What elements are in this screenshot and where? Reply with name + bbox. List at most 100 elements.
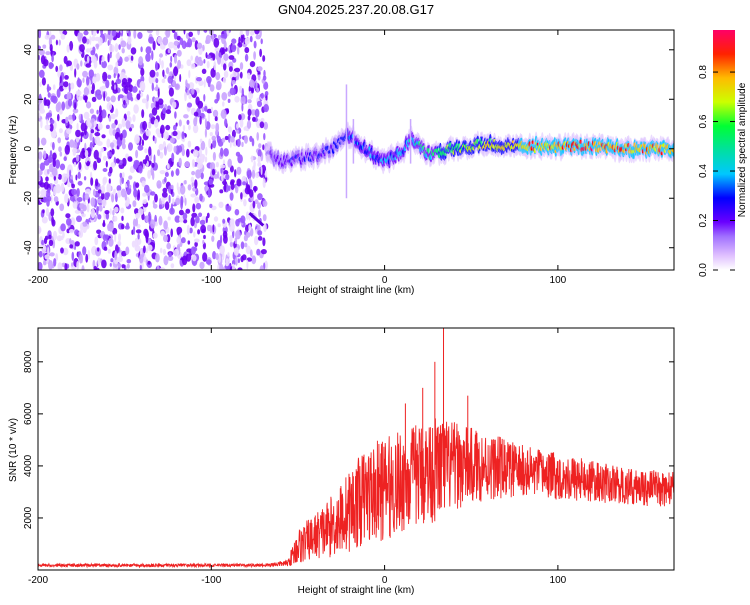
noise-speckle bbox=[137, 144, 144, 151]
noise-speckle bbox=[205, 216, 208, 224]
noise-speckle bbox=[208, 30, 212, 35]
noise-speckle bbox=[172, 101, 177, 109]
noise-speckle bbox=[186, 59, 192, 67]
noise-speckle bbox=[50, 194, 53, 203]
x-tick-label: -100 bbox=[201, 275, 221, 286]
noise-speckle bbox=[229, 165, 234, 173]
noise-speckle bbox=[93, 149, 100, 160]
noise-speckle bbox=[158, 57, 162, 66]
noise-speckle bbox=[69, 139, 75, 148]
noise-speckle bbox=[52, 157, 56, 168]
noise-speckle bbox=[230, 182, 235, 190]
noise-speckle bbox=[128, 142, 133, 151]
noise-speckle bbox=[86, 76, 90, 86]
noise-speckle bbox=[258, 209, 261, 218]
noise-speckle bbox=[38, 250, 43, 258]
noise-speckle bbox=[237, 258, 240, 264]
noise-speckle bbox=[250, 87, 255, 94]
noise-speckle bbox=[262, 55, 266, 62]
noise-speckle bbox=[117, 123, 123, 130]
noise-speckle bbox=[85, 188, 91, 195]
noise-speckle bbox=[219, 263, 224, 270]
noise-speckle bbox=[145, 53, 151, 62]
noise-speckle bbox=[85, 63, 92, 68]
noise-speckle bbox=[246, 170, 252, 179]
noise-speckle bbox=[151, 107, 158, 116]
noise-speckle bbox=[170, 184, 174, 190]
noise-speckle bbox=[130, 47, 137, 55]
noise-speckle bbox=[90, 208, 96, 219]
noise-speckle bbox=[190, 193, 197, 198]
noise-speckle bbox=[83, 30, 89, 36]
noise-speckle bbox=[183, 30, 186, 35]
noise-speckle bbox=[199, 153, 206, 161]
noise-speckle bbox=[151, 82, 154, 92]
y-tick-label: 4000 bbox=[23, 454, 34, 477]
noise-speckle bbox=[103, 91, 106, 102]
noise-speckle bbox=[196, 162, 203, 170]
noise-speckle bbox=[141, 98, 147, 104]
noise-speckle bbox=[126, 110, 131, 117]
noise-speckle bbox=[96, 157, 102, 164]
noise-speckle bbox=[196, 42, 203, 49]
noise-speckle bbox=[38, 151, 43, 160]
noise-speckle bbox=[162, 107, 167, 115]
noise-speckle bbox=[176, 49, 182, 57]
noise-speckle bbox=[163, 255, 169, 266]
noise-speckle bbox=[183, 219, 188, 224]
noise-speckle bbox=[53, 196, 59, 203]
snr-panel: -200 -100 0 100 2000 4000 6000 8000 Height of s… bbox=[8, 327, 675, 596]
noise-speckle bbox=[84, 142, 87, 152]
noise-speckle bbox=[182, 212, 188, 220]
noise-speckle bbox=[74, 229, 79, 236]
snr-frame bbox=[37, 327, 675, 571]
noise-speckle bbox=[198, 59, 204, 66]
noise-speckle bbox=[39, 49, 45, 56]
noise-speckle bbox=[163, 220, 168, 230]
noise-speckle bbox=[41, 77, 47, 86]
noise-speckle bbox=[211, 205, 217, 211]
noise-speckle bbox=[83, 86, 90, 96]
noise-speckle bbox=[115, 108, 119, 118]
noise-speckle bbox=[122, 172, 125, 179]
noise-speckle bbox=[259, 265, 264, 270]
noise-speckle bbox=[76, 188, 80, 197]
noise-speckle bbox=[245, 245, 251, 255]
noise-speckle bbox=[115, 192, 118, 203]
noise-speckle bbox=[168, 252, 172, 258]
noise-speckle bbox=[84, 149, 89, 158]
noise-speckle bbox=[234, 67, 241, 73]
noise-speckle bbox=[159, 267, 166, 270]
snr-series-line bbox=[38, 418, 674, 569]
noise-speckle bbox=[124, 56, 129, 62]
noise-speckle bbox=[82, 70, 88, 78]
noise-speckle bbox=[57, 101, 62, 111]
noise-speckle bbox=[57, 113, 60, 122]
noise-speckle bbox=[223, 53, 229, 61]
noise-speckle bbox=[89, 133, 93, 141]
noise-speckle bbox=[178, 157, 182, 167]
noise-speckle bbox=[184, 180, 187, 185]
noise-speckle bbox=[180, 195, 184, 206]
noise-speckle bbox=[70, 82, 75, 90]
snr-xlabel: Height of straight line (km) bbox=[298, 585, 415, 596]
noise-speckle bbox=[168, 41, 174, 49]
noise-speckle bbox=[176, 244, 181, 250]
noise-speckle bbox=[109, 208, 112, 215]
noise-speckle bbox=[231, 44, 237, 53]
noise-speckle bbox=[69, 244, 74, 249]
noise-speckle bbox=[218, 201, 224, 208]
noise-speckle bbox=[209, 203, 213, 209]
noise-speckle bbox=[139, 254, 144, 264]
noise-speckle bbox=[190, 63, 196, 69]
noise-speckle bbox=[106, 138, 111, 148]
noise-speckle bbox=[83, 176, 87, 181]
noise-speckle bbox=[237, 46, 240, 55]
noise-speckle bbox=[130, 55, 134, 61]
noise-speckle bbox=[162, 36, 169, 46]
noise-speckle bbox=[50, 183, 53, 190]
noise-speckle bbox=[230, 136, 235, 143]
noise-speckle bbox=[140, 75, 145, 83]
noise-speckle bbox=[206, 212, 210, 219]
noise-speckle bbox=[173, 248, 180, 257]
